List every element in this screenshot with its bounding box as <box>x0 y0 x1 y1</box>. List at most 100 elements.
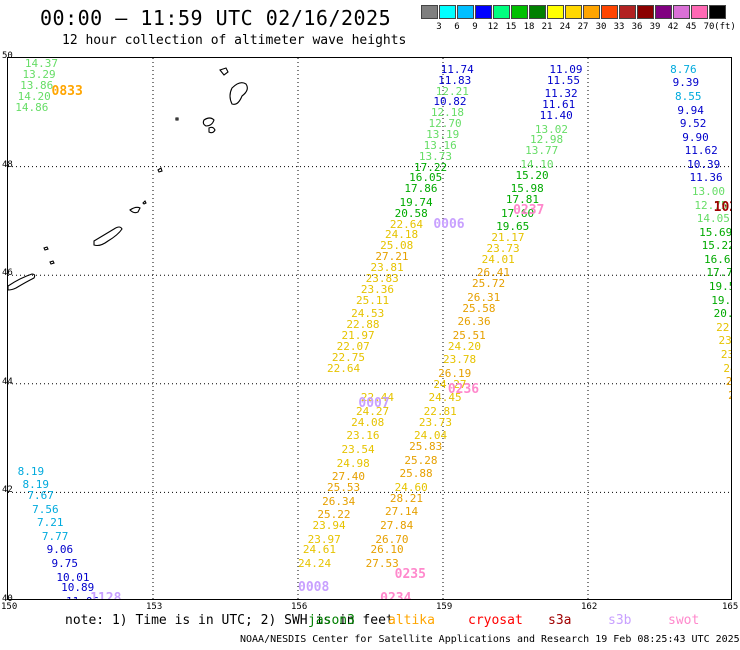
wave-height-label: 24.61 <box>302 543 336 557</box>
x-axis-tick: 153 <box>146 602 163 612</box>
color-scale-tick: 27 <box>577 22 589 32</box>
wave-height-label: 12.70 <box>428 117 462 131</box>
pass-id-label: 0833 <box>51 83 83 99</box>
coastline-island <box>202 117 215 127</box>
wave-height-label: 21.17 <box>491 231 525 245</box>
wave-height-label: 12.75 <box>694 198 728 212</box>
wave-height-label: 26.10 <box>370 543 404 557</box>
wave-height-label: 26.41 <box>476 266 510 280</box>
wave-height-label: 17.60 <box>501 206 535 220</box>
wave-height-label: 11.83 <box>438 73 472 87</box>
color-swatch <box>637 5 654 19</box>
wave-height-label: 13.02 <box>534 122 568 136</box>
color-swatch <box>457 5 474 19</box>
color-swatch <box>709 5 726 19</box>
coastline-island <box>208 126 216 134</box>
color-scale-tick: 6 <box>454 22 460 32</box>
wave-height-label: 23.20 <box>718 334 732 348</box>
wave-height-label: 13.86 <box>20 79 54 93</box>
y-axis-tick: 50 <box>2 51 13 61</box>
footer-note: note: 1) Time is in UTC; 2) SWH is in fe… <box>65 613 394 628</box>
color-swatch <box>493 5 510 19</box>
pass-id-label: 1028 <box>713 200 731 216</box>
y-axis-tick: 44 <box>2 376 13 387</box>
coastline-island <box>93 226 123 247</box>
wave-height-label: 20.79 <box>713 307 731 321</box>
legend-item-s3a: s3a <box>548 613 572 628</box>
wave-height-label: 27.53 <box>365 556 399 570</box>
wave-height-label: 24.27 <box>433 377 467 391</box>
color-scale-tick: 3 <box>436 22 442 32</box>
wave-height-label: 12.98 <box>530 133 564 147</box>
wave-height-label: 22.07 <box>336 339 370 353</box>
wave-height-label: 16.68 <box>704 252 731 266</box>
y-axis-tick: 42 <box>2 485 13 496</box>
wave-height-label: 9.94 <box>677 103 704 117</box>
wave-height-label: 22.88 <box>346 318 380 332</box>
wave-height-label: 12.18 <box>430 106 465 120</box>
x-axis-tick: 150 <box>1 602 18 612</box>
color-scale-unit: (ft) <box>714 22 736 32</box>
color-swatch <box>421 5 438 19</box>
wave-height-label: 22.43 <box>716 320 731 334</box>
wave-height-label: 22.81 <box>423 404 457 418</box>
coastline-island <box>142 200 147 205</box>
wave-height-label: 24.69 <box>723 361 731 375</box>
wave-height-label: 7.56 <box>32 502 59 516</box>
color-scale-tick: 39 <box>649 22 661 32</box>
coastline-island <box>43 246 49 251</box>
wave-height-label: 9.90 <box>682 130 709 144</box>
wave-height-label: 13.16 <box>423 138 457 152</box>
wave-height-label: 12.21 <box>435 84 469 98</box>
color-scale-tick: 70 <box>703 22 715 32</box>
coastline-island <box>157 167 163 173</box>
pass-id-label: 0234 <box>380 591 412 600</box>
wave-height-label: 24.24 <box>298 556 332 570</box>
color-scale-tick: 21 <box>541 22 553 32</box>
wave-height-label: 26.19 <box>438 366 472 380</box>
wave-height-label: 23.07 <box>720 347 731 361</box>
wave-height-label: 11.40 <box>539 109 573 122</box>
wave-height-label: 17.81 <box>505 193 539 207</box>
pass-id-label: 0235 <box>394 566 426 582</box>
wave-height-label: 7.67 <box>27 489 54 503</box>
coastline-island <box>8 273 36 291</box>
wave-height-label: 25.83 <box>409 440 443 454</box>
wave-height-label: 8.19 <box>22 478 50 492</box>
coastline-island <box>229 82 248 105</box>
color-swatch <box>619 5 636 19</box>
coastline-island <box>219 67 229 76</box>
wave-height-label: 27.14 <box>385 505 419 519</box>
wave-height-label: 24.18 <box>385 228 419 242</box>
color-swatch <box>583 5 600 19</box>
wave-height-label: 11.61 <box>542 98 576 112</box>
wave-height-label: 10.89 <box>61 581 95 595</box>
color-swatch <box>655 5 672 19</box>
color-swatch <box>691 5 708 19</box>
color-swatch <box>547 5 564 19</box>
color-swatch <box>511 5 528 19</box>
pass-id-label: 0007 <box>358 395 390 411</box>
color-swatch <box>673 5 690 19</box>
wave-height-label: 23.73 <box>486 242 520 256</box>
wave-height-label: 13.19 <box>426 128 460 142</box>
color-scale-tick: 45 <box>685 22 697 32</box>
wave-height-label: 10.82 <box>433 95 467 109</box>
wave-height-label: 25.22 <box>317 508 351 522</box>
coastline-island <box>175 117 179 121</box>
wave-height-label: 19.50 <box>708 280 731 294</box>
map-title: 00:00 – 11:59 UTC 02/16/2025 <box>40 6 392 30</box>
legend-item-altika: altika <box>388 613 435 628</box>
color-scale-tick: 30 <box>595 22 607 32</box>
coastline-island <box>49 260 55 265</box>
wave-height-label: 26.31 <box>467 290 501 304</box>
wave-height-label: 17.77 <box>706 266 731 280</box>
x-axis-tick: 159 <box>436 602 453 612</box>
wave-height-label: 7.77 <box>41 529 69 543</box>
wave-height-label: 26.34 <box>322 494 356 508</box>
color-scale-tick: 42 <box>667 22 679 32</box>
credit-line: NOAA/NESDIS Center for Satellite Applica… <box>240 634 740 645</box>
wave-height-label: 25.53 <box>327 480 361 494</box>
y-axis-tick: 46 <box>2 268 13 279</box>
wave-height-label: 23.83 <box>365 271 399 285</box>
